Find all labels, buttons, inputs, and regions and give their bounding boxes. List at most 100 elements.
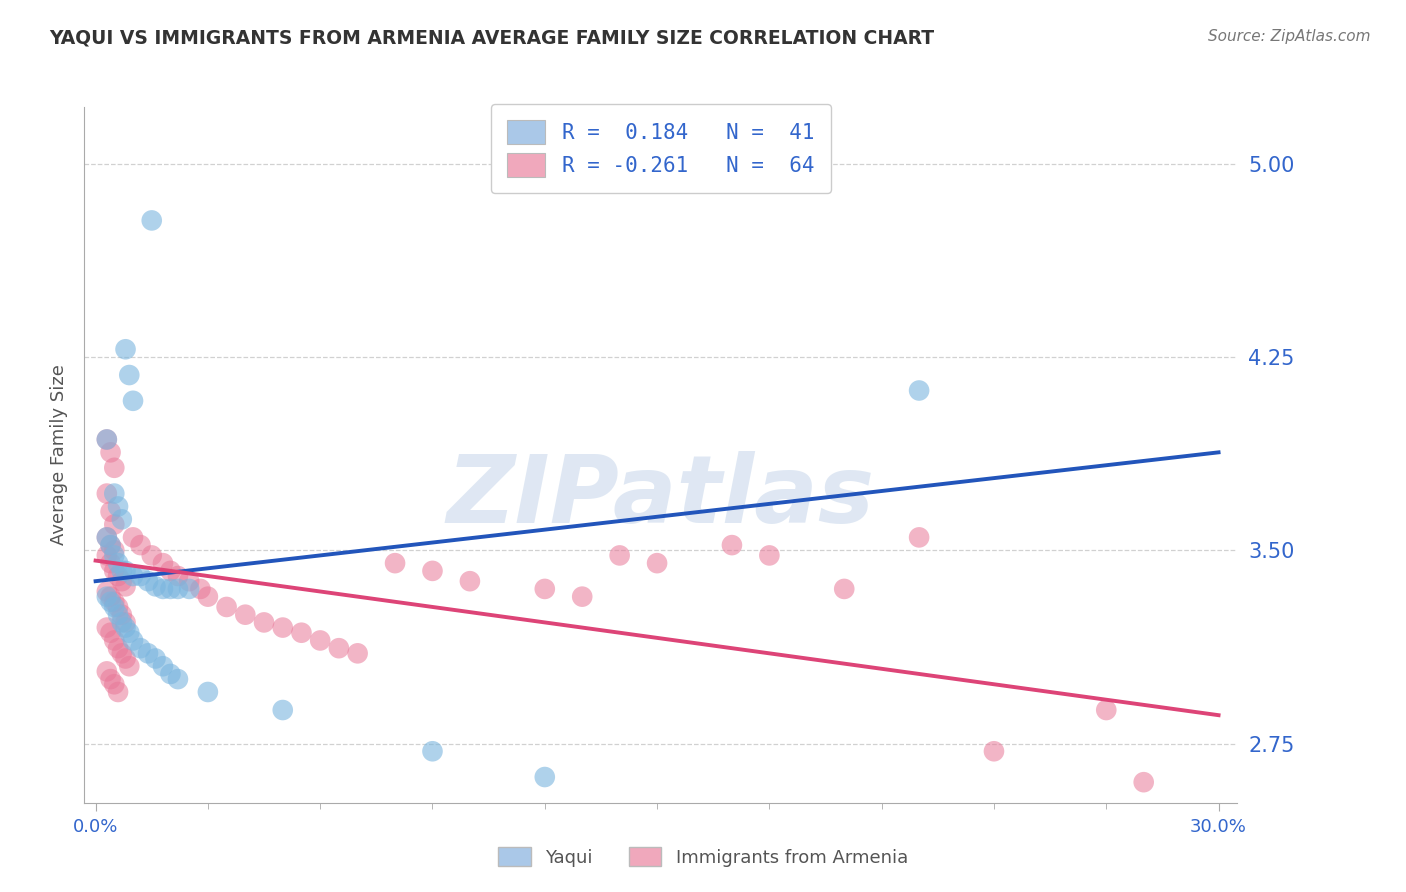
Point (1095, 703, 1118, 717)
Point (100, 556, 122, 570)
Point (100, 590, 122, 604)
Point (111, 615, 134, 630)
Point (114, 564, 136, 578)
Point (141, 549, 163, 563)
Point (111, 607, 134, 622)
Point (111, 574, 134, 589)
Point (1132, 775, 1154, 789)
Point (179, 574, 201, 589)
Point (152, 556, 174, 570)
Point (100, 625, 122, 640)
Point (609, 549, 631, 563)
Point (100, 505, 122, 519)
Point (152, 582, 174, 596)
Point (114, 579, 136, 593)
Point (159, 667, 181, 681)
Point (100, 538, 122, 552)
Point (96, 530, 118, 544)
Point (141, 213, 163, 227)
Point (533, 582, 555, 596)
Point (758, 549, 780, 563)
Point (384, 556, 406, 570)
Point (458, 574, 481, 589)
Point (103, 517, 125, 532)
Point (107, 685, 129, 699)
Point (309, 633, 332, 648)
Point (103, 599, 125, 614)
Point (114, 621, 136, 635)
Point (118, 625, 141, 640)
Point (533, 770, 555, 784)
Point (721, 538, 744, 552)
Point (908, 384, 931, 398)
Legend: Yaqui, Immigrants from Armenia: Yaqui, Immigrants from Armenia (491, 840, 915, 874)
Point (122, 569, 145, 583)
Point (96, 590, 118, 604)
Point (136, 574, 159, 589)
Point (100, 672, 122, 686)
Point (145, 651, 167, 665)
Point (152, 659, 174, 673)
Point (100, 445, 122, 459)
Point (271, 703, 294, 717)
Point (107, 569, 129, 583)
Point (103, 633, 125, 648)
Point (159, 564, 181, 578)
Point (129, 538, 152, 552)
Point (96, 486, 118, 500)
Point (118, 659, 141, 673)
Point (167, 569, 190, 583)
Point (346, 646, 368, 660)
Point (215, 599, 238, 614)
Point (122, 393, 145, 408)
Point (107, 556, 129, 570)
Point (145, 579, 167, 593)
Point (96, 530, 118, 544)
Point (96, 665, 118, 679)
Point (103, 595, 125, 609)
Point (103, 460, 125, 475)
Point (107, 641, 129, 656)
Point (111, 564, 134, 578)
Y-axis label: Average Family Size: Average Family Size (49, 365, 67, 545)
Point (111, 646, 134, 660)
Point (233, 607, 256, 622)
Text: YAQUI VS IMMIGRANTS FROM ARMENIA AVERAGE FAMILY SIZE CORRELATION CHART: YAQUI VS IMMIGRANTS FROM ARMENIA AVERAGE… (49, 29, 935, 47)
Point (96, 433, 118, 447)
Point (253, 615, 276, 630)
Point (103, 677, 125, 691)
Point (107, 500, 129, 514)
Point (271, 621, 294, 635)
Point (103, 564, 125, 578)
Point (122, 633, 145, 648)
Point (114, 615, 136, 630)
Point (100, 538, 122, 552)
Point (190, 582, 212, 596)
Point (167, 672, 190, 686)
Point (328, 641, 350, 656)
Point (103, 549, 125, 563)
Point (197, 590, 219, 604)
Point (179, 582, 201, 596)
Text: ZIPatlas: ZIPatlas (447, 450, 875, 542)
Point (129, 641, 152, 656)
Point (114, 343, 136, 357)
Point (100, 595, 122, 609)
Point (107, 599, 129, 614)
Point (167, 582, 190, 596)
Point (103, 543, 125, 558)
Point (832, 582, 855, 596)
Point (96, 621, 118, 635)
Point (290, 625, 312, 640)
Point (197, 685, 219, 699)
Text: Source: ZipAtlas.com: Source: ZipAtlas.com (1208, 29, 1371, 44)
Point (422, 564, 444, 578)
Point (118, 368, 141, 382)
Point (111, 512, 134, 526)
Point (129, 569, 152, 583)
Point (96, 584, 118, 599)
Point (159, 582, 181, 596)
Point (107, 607, 129, 622)
Point (645, 556, 668, 570)
Point (103, 486, 125, 500)
